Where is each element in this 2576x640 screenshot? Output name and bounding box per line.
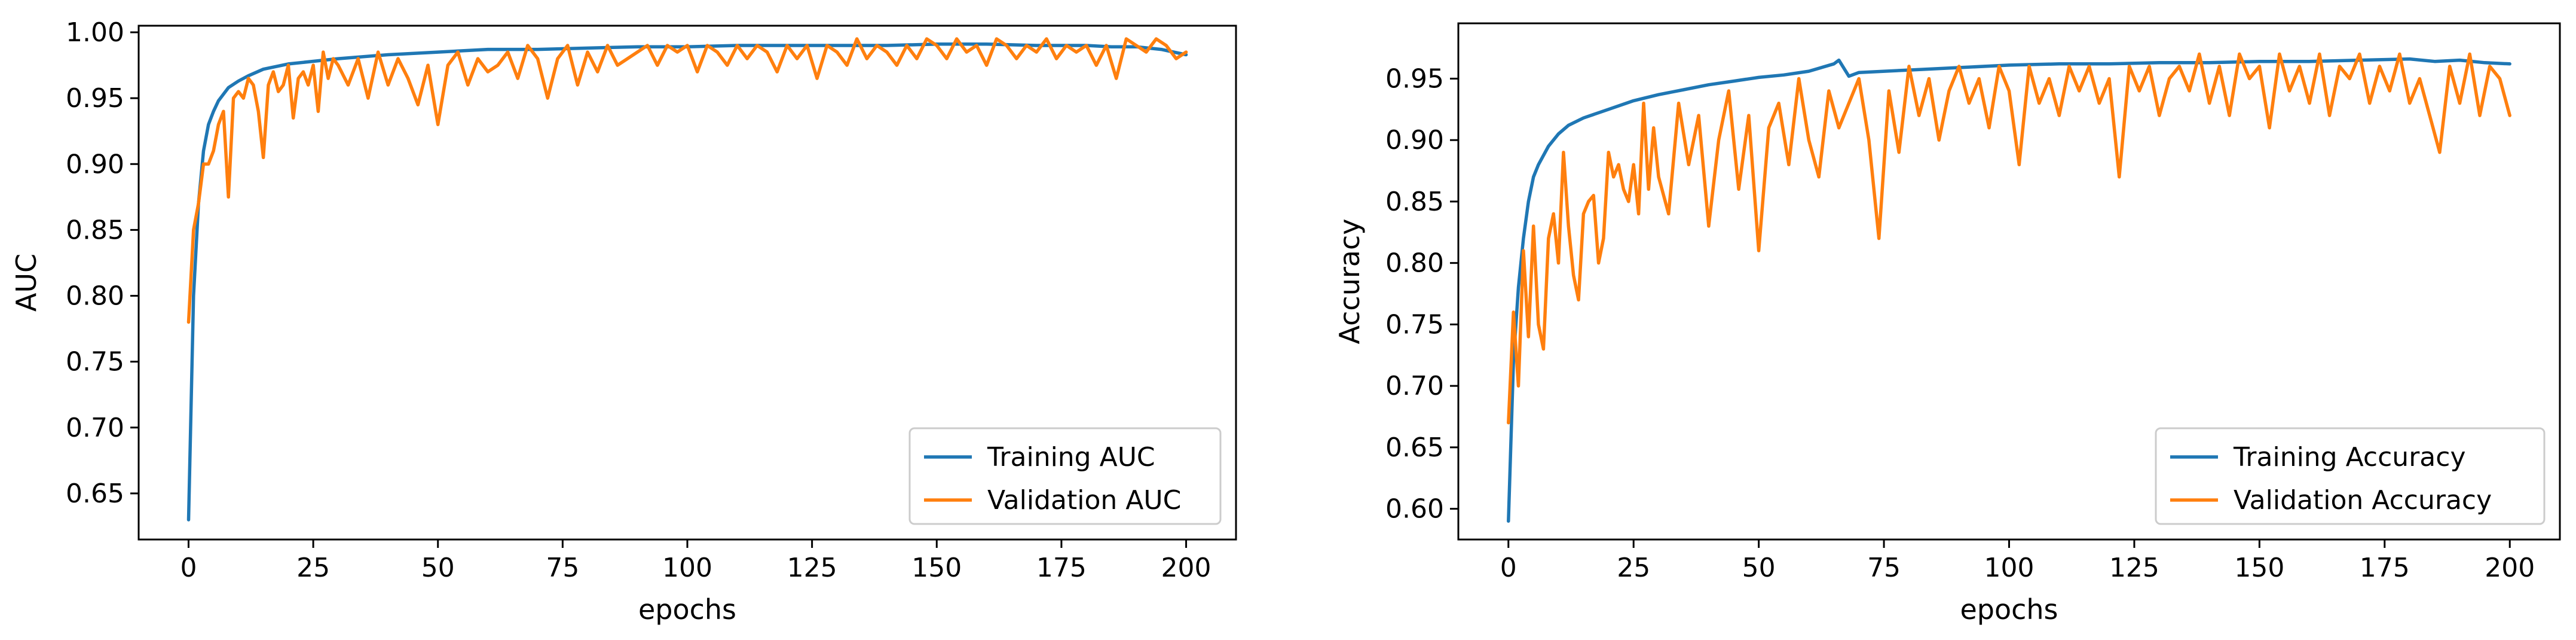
accuracy-series-line-validation (1507, 52, 2511, 425)
accuracy-y-tick-label: 0.65 (1385, 432, 1444, 463)
auc-x-axis-label: epochs (638, 593, 736, 626)
accuracy-y-tick-label: 0.75 (1385, 309, 1444, 340)
accuracy-x-tick-label: 50 (1742, 553, 1776, 583)
auc-y-axis-label: AUC (10, 254, 42, 312)
auc-series-line-training (186, 42, 1188, 522)
auc-x-tick-label: 175 (1036, 553, 1087, 583)
accuracy-series-line-training (1507, 57, 2511, 523)
accuracy-x-tick-label: 125 (2109, 553, 2159, 583)
accuracy-x-axis-label: epochs (1960, 593, 2058, 626)
auc-y-tick-label: 0.80 (66, 281, 124, 312)
auc-x-tick-label: 150 (911, 553, 962, 583)
auc-y-tick-label: 1.00 (66, 17, 124, 48)
accuracy-x-tick-label: 25 (1617, 553, 1650, 583)
accuracy-y-tick-label: 0.90 (1385, 125, 1444, 156)
accuracy-x-tick-label: 75 (1867, 553, 1901, 583)
auc-legend: Training AUC Validation AUC (908, 427, 1222, 525)
auc-series-line-validation (186, 37, 1188, 324)
auc-x-tick-label: 25 (296, 553, 330, 583)
accuracy-legend: Training Accuracy Validation Accuracy (2155, 427, 2546, 525)
auc-x-tick-label: 75 (546, 553, 579, 583)
auc-chart: 0 25 50 75 100 125 150 175 200 0.65 0.70 0.75 0.80 0.… (10, 17, 1237, 626)
accuracy-y-tick-label: 0.70 (1385, 371, 1444, 401)
accuracy-y-tick-label: 0.95 (1385, 63, 1444, 94)
accuracy-x-tick-label: 150 (2234, 553, 2284, 583)
auc-y-tick-label: 0.90 (66, 149, 124, 179)
auc-x-tick-label: 50 (421, 553, 455, 583)
auc-legend-label: Training AUC (987, 442, 1155, 473)
auc-y-tick-label: 0.75 (66, 347, 124, 377)
auc-y-tick-label: 0.95 (66, 83, 124, 114)
accuracy-legend-label: Validation Accuracy (2234, 485, 2492, 516)
auc-y-tick-label: 0.65 (66, 479, 124, 509)
accuracy-x-tick-label: 175 (2360, 553, 2410, 583)
auc-x-tick-label: 100 (662, 553, 712, 583)
accuracy-legend-label: Training Accuracy (2233, 442, 2465, 473)
auc-x-tick-label: 200 (1161, 553, 1211, 583)
auc-legend-box (908, 427, 1222, 525)
accuracy-x-tick-label: 200 (2485, 553, 2535, 583)
accuracy-x-tick-label: 100 (1984, 553, 2035, 583)
accuracy-y-tick-label: 0.60 (1385, 494, 1444, 525)
auc-legend-label: Validation AUC (987, 485, 1181, 516)
accuracy-x-tick-label: 0 (1500, 553, 1517, 583)
accuracy-chart: 0 25 50 75 100 125 150 175 200 0.60 0.65 0.70 0.75 0.… (1333, 22, 2561, 626)
accuracy-legend-box (2155, 427, 2546, 525)
auc-x-tick-label: 125 (787, 553, 837, 583)
auc-y-tick-label: 0.70 (66, 413, 124, 443)
auc-y-tick-label: 0.85 (66, 215, 124, 245)
accuracy-y-tick-label: 0.85 (1385, 187, 1444, 217)
accuracy-y-tick-label: 0.80 (1385, 248, 1444, 279)
accuracy-y-axis-label: Accuracy (1333, 218, 1366, 344)
auc-x-tick-label: 0 (180, 553, 197, 583)
